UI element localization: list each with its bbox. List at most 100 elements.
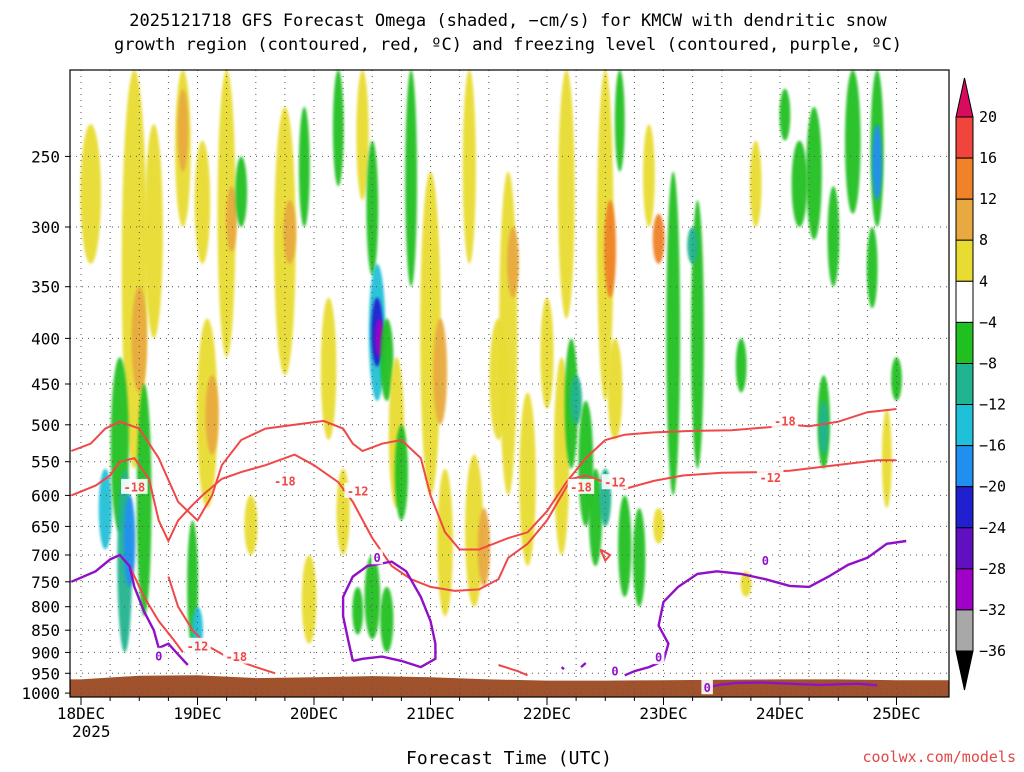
y-tick-label-14: 950	[31, 664, 60, 683]
omega-shade-cell-50	[558, 70, 575, 319]
freezing-contour-label-3: 0	[655, 651, 662, 665]
x-tick-label-2: 20DEC	[290, 704, 338, 723]
dgz-contour-label-bg-4	[223, 648, 250, 664]
colorbar-segment-0	[955, 116, 974, 159]
y-tick-label-7: 600	[31, 486, 60, 505]
omega-shade-cell-67	[691, 200, 704, 469]
dgz-contour-label-5: -18	[570, 480, 592, 494]
dgz-contours: -18 -18 -12 -12 -18 -18 -12 -18 -12	[70, 408, 897, 677]
dgz-contour-label-bg-1	[271, 472, 299, 488]
omega-shade-cell-64	[652, 213, 665, 264]
omega-shade-cell-47	[507, 226, 519, 298]
colorbar-label-11: −28	[979, 560, 1006, 578]
y-tick-label-4: 450	[31, 375, 60, 394]
omega-shade-cell-81	[779, 88, 791, 141]
colorbar-segment-6	[955, 363, 974, 406]
colorbar-segment-3	[955, 239, 974, 282]
x-tick-label-4: 22DEC	[523, 704, 571, 723]
dgz-contour-label-1: -18	[274, 474, 296, 488]
y-tick-label-9: 700	[31, 546, 60, 565]
omega-shade-cell-3	[98, 468, 112, 550]
freezing-contour-label-bg-1	[371, 549, 383, 565]
omega-shade-cell-0	[80, 124, 101, 264]
credit-text: coolwx.com/models	[862, 748, 1016, 766]
freezing-contour-line-5	[580, 662, 587, 669]
y-tick-label-12: 850	[31, 621, 60, 640]
colorbar-segment-8	[955, 445, 974, 488]
freezing-contour-label-4: 0	[762, 554, 769, 568]
colorbar-label-3: 8	[979, 231, 988, 249]
y-tick-label-10: 750	[31, 573, 60, 592]
x-tick-year: 2025	[72, 722, 111, 741]
colorbar-segment-11	[955, 568, 974, 611]
omega-shade-cell-60	[618, 495, 632, 597]
omega-shade-cell-48	[519, 392, 536, 566]
omega-shade-cell-82	[881, 409, 892, 508]
omega-shade-cell-22	[298, 106, 310, 227]
dgz-contour-line-1	[70, 453, 897, 592]
colorbar-label-8: −16	[979, 437, 1006, 455]
colorbar-segment-9	[955, 486, 974, 529]
chart-title-line-2: growth region (contoured, red, ºC) and f…	[114, 35, 902, 55]
omega-shade-cell-72	[791, 140, 808, 227]
freezing-contour-label-2: 0	[611, 665, 618, 679]
omega-shade-cell-37	[352, 586, 364, 635]
x-tick-label-7: 25DEC	[872, 704, 920, 723]
freezing-contour-label-5: 0	[704, 681, 711, 695]
omega-shade-cell-27	[356, 70, 369, 201]
colorbar-segment-7	[955, 404, 974, 447]
x-tick-label-3: 21DEC	[406, 704, 454, 723]
freezing-contour-label-bg-0	[152, 647, 165, 663]
y-tick-label-15: 1000	[21, 684, 60, 703]
freezing-contour-label-bg-4	[759, 552, 772, 568]
colorbar-label-7: −12	[979, 396, 1006, 414]
dgz-contour-label-bg-0	[121, 478, 148, 494]
omega-shade-cell-73	[806, 106, 822, 240]
colorbar: 20 16 12 8 4 −4 −8 −12 −16 −20 −24 −28 −32 −36	[955, 77, 1006, 691]
omega-shade-cell-83	[891, 357, 902, 401]
dgz-contour-label-4: -18	[225, 650, 247, 664]
dgz-contour-label-3: -12	[187, 639, 209, 653]
dgz-contour-line-4	[498, 664, 528, 677]
omega-shade-cell-11	[194, 140, 211, 264]
freezing-contour-label-bg-3	[652, 649, 665, 665]
omega-shade-cell-46	[499, 171, 518, 496]
dgz-contour-label-6: -12	[604, 476, 626, 490]
dgz-contour-label-bg-5	[567, 478, 595, 494]
y-tick-label-0: 250	[31, 147, 60, 166]
omega-shade-cell-32	[380, 318, 394, 401]
y-tick-label-6: 550	[31, 453, 60, 472]
colorbar-label-13: −36	[979, 642, 1006, 660]
colorbar-segment-2	[955, 198, 974, 241]
colorbar-segment-5	[955, 321, 974, 364]
y-tick-label-5: 500	[31, 416, 60, 435]
colorbar-label-4: 4	[979, 272, 988, 290]
omega-shade-cell-19	[244, 495, 258, 555]
y-axis: 250 300 350 400 450 500 550 600 650 700 750 800 850 9…	[21, 147, 70, 703]
omega-shade-cell-40	[433, 318, 448, 425]
dgz-contour-label-7: -18	[774, 414, 796, 428]
omega-shade-cell-80	[866, 227, 878, 309]
omega-shade-cell-62	[614, 70, 625, 172]
y-tick-label-1: 300	[31, 218, 60, 237]
omega-shade-cell-66	[666, 171, 681, 496]
freezing-contour-label-bg-5	[701, 679, 713, 695]
colorbar-label-1: 16	[979, 149, 997, 167]
omega-shade-cell-36	[380, 586, 394, 653]
dgz-contour-label-bg-8	[757, 469, 784, 485]
grid-layer	[70, 70, 949, 697]
omega-shade-cell-38	[405, 70, 417, 287]
omega-shade-cell-63	[643, 124, 655, 227]
omega-shade-cell-61	[633, 508, 646, 607]
omega-shade-cell-70	[749, 140, 762, 227]
chart-title-line-1: 2025121718 GFS Forecast Omega (shaded, −…	[129, 11, 887, 31]
omega-shade-cell-2	[131, 286, 148, 393]
colorbar-segment-1	[955, 157, 974, 200]
omega-shade-cell-79	[872, 124, 882, 201]
omega-shade-cell-58	[607, 338, 623, 441]
omega-shade-cell-42	[462, 69, 476, 264]
freezing-contour-label-1: 0	[373, 551, 380, 565]
freezing-contour-label-0: 0	[155, 649, 162, 663]
